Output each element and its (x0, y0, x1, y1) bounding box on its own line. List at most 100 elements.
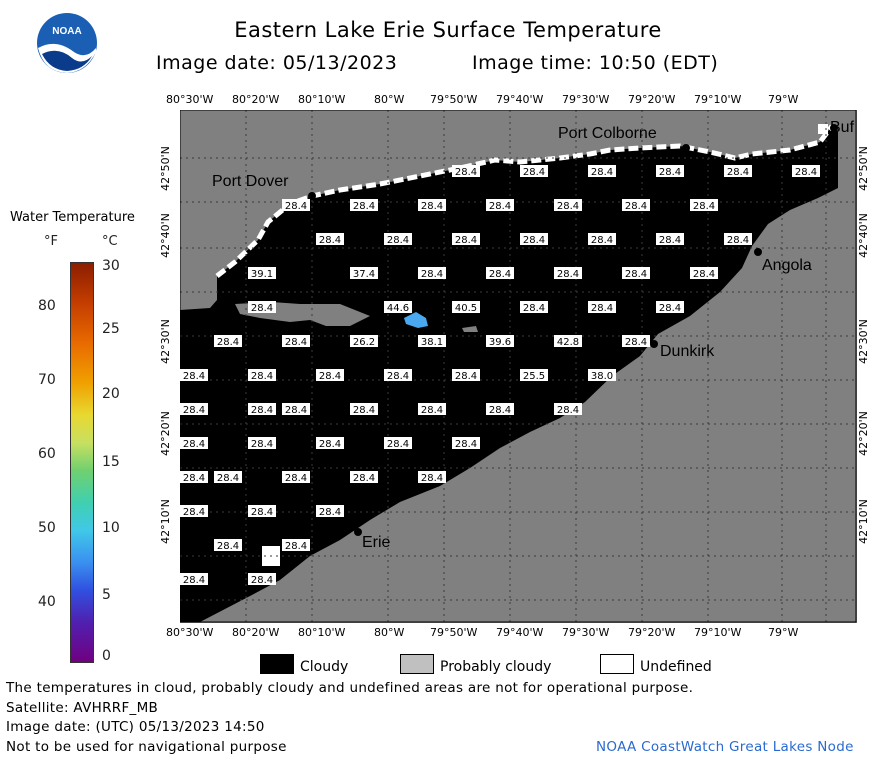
temp-label: 28.4 (489, 405, 511, 416)
temp-label: 28.4 (183, 405, 205, 416)
lat-label: 42°50'N (158, 146, 172, 191)
satellite-info: Satellite: AVHRRF_MB (6, 700, 159, 716)
temp-label: 28.4 (251, 575, 273, 586)
credit-link[interactable]: NOAA CoastWatch Great Lakes Node (596, 739, 854, 755)
temp-label-bg (452, 233, 480, 245)
lon-label: 80°20'W (232, 93, 280, 106)
temp-label: 28.4 (625, 201, 647, 212)
temp-label-bg (486, 335, 514, 347)
lon-label: 80°W (374, 626, 405, 639)
legend-swatch-probably-cloudy (400, 654, 434, 674)
temp-label-bg (622, 335, 650, 347)
lon-label: 80°W (374, 93, 405, 106)
temp-label: 28.4 (557, 201, 579, 212)
lake-erie-cloudy (180, 126, 838, 622)
lon-label: 79°10'W (694, 626, 742, 639)
colorbar-title: Water Temperature (10, 210, 135, 225)
lat-label: 42°10'N (158, 499, 172, 544)
temp-label: 28.4 (251, 507, 273, 518)
temp-label: 38.1 (421, 337, 443, 348)
f-tick: 50 (38, 520, 56, 536)
lat-label: 42°40'N (158, 213, 172, 258)
temp-label: 28.4 (693, 269, 715, 280)
temp-label-bg (520, 165, 548, 177)
temp-label: 28.4 (183, 507, 205, 518)
lat-label: 42°50'N (856, 146, 870, 191)
f-tick: 80 (38, 298, 56, 314)
graticule (180, 110, 856, 622)
c-tick: 15 (102, 454, 120, 470)
temp-label-bg (180, 437, 208, 449)
temp-label: 28.4 (217, 473, 239, 484)
temp-label-bg (282, 539, 310, 551)
temp-label-bg (316, 505, 344, 517)
lat-label: 42°10'N (856, 499, 870, 544)
temp-label-bg (350, 403, 378, 415)
temp-label-bg (350, 335, 378, 347)
temp-label-bg (588, 165, 616, 177)
c-tick: 20 (102, 386, 120, 402)
legend-cloudy: Cloudy (300, 659, 349, 675)
temp-label-bg (792, 165, 820, 177)
temp-label: 28.4 (421, 269, 443, 280)
temp-label: 42.8 (557, 337, 579, 348)
temp-label-bg (588, 233, 616, 245)
map-frame (180, 110, 857, 623)
c-tick: 30 (102, 258, 120, 274)
noaa-logo: NOAA (36, 12, 98, 74)
temp-label: 28.4 (489, 201, 511, 212)
lon-label: 79°40'W (496, 93, 544, 106)
legend-swatch-undefined (600, 654, 634, 674)
temp-label-bg (350, 471, 378, 483)
temp-label: 28.4 (387, 235, 409, 246)
temp-label-bg (724, 233, 752, 245)
temp-label-bg (588, 301, 616, 313)
temp-label-bg (384, 233, 412, 245)
disclaimer-note: The temperatures in cloud, probably clou… (6, 680, 694, 696)
c-tick: 5 (102, 587, 111, 603)
lon-label: 79°30'W (562, 93, 610, 106)
temp-label: 28.4 (421, 405, 443, 416)
temp-label: 28.4 (421, 473, 443, 484)
temp-label: 28.4 (659, 303, 681, 314)
temp-label: 28.4 (183, 473, 205, 484)
temp-label-bg (452, 437, 480, 449)
temp-label: 28.4 (387, 371, 409, 382)
temp-label: 28.4 (693, 201, 715, 212)
lat-label: 42°30'N (856, 319, 870, 364)
lon-label: 79°50'W (430, 626, 478, 639)
temp-label-bg (486, 267, 514, 279)
undefined-patch (818, 124, 828, 134)
temp-label: 44.6 (387, 303, 409, 314)
city-marker (354, 528, 362, 536)
temp-label-bg (452, 369, 480, 381)
temp-label-bg (520, 301, 548, 313)
lon-label: 79°W (768, 93, 799, 106)
temp-label: 28.4 (557, 405, 579, 416)
lake-map: Port Colborne Port Dover Angola Dunkirk … (180, 110, 857, 623)
temp-label: 28.4 (353, 473, 375, 484)
temp-label-bg (384, 301, 412, 313)
temp-label-bg (554, 199, 582, 211)
city-marker (754, 248, 762, 256)
temp-label-bg (724, 165, 752, 177)
place-label: Erie (362, 534, 391, 551)
temp-label-bg (316, 437, 344, 449)
temp-label: 26.2 (353, 337, 375, 348)
temp-label: 28.4 (319, 371, 341, 382)
temp-label-bg (418, 403, 446, 415)
temp-label-bg (214, 335, 242, 347)
temp-label: 28.4 (727, 167, 749, 178)
temp-label: 28.4 (183, 575, 205, 586)
f-tick: 70 (38, 372, 56, 388)
temp-label: 28.4 (217, 337, 239, 348)
temp-label-bg (622, 267, 650, 279)
temp-label-bg (316, 233, 344, 245)
temp-label: 40.5 (455, 303, 477, 314)
temp-label: 28.4 (183, 371, 205, 382)
temp-label-bg (180, 369, 208, 381)
city-marker (682, 144, 690, 152)
probably-cloudy-patch (462, 326, 478, 332)
lat-label: 42°30'N (158, 319, 172, 364)
city-marker (830, 124, 838, 132)
